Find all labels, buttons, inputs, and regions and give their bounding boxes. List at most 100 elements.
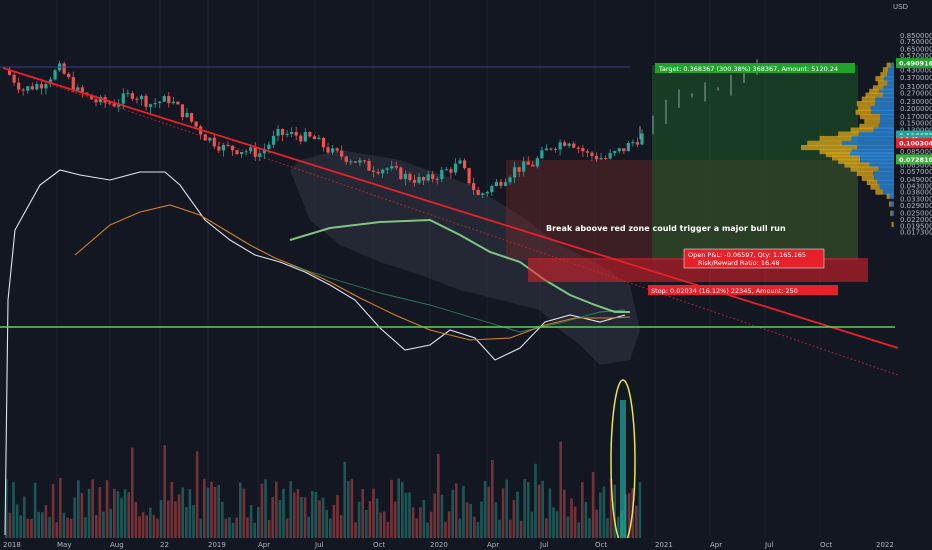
volume-bar — [300, 496, 303, 538]
profile-bar-sell — [844, 162, 870, 168]
candle-body — [599, 157, 603, 160]
candle-body — [321, 137, 326, 148]
price-tick-8: 0.230000 — [900, 98, 932, 106]
time-axis[interactable]: 2018 May Aug 22 2019 Apr Jul Oct 2020 Apr Jul Oct 20… — [3, 541, 894, 549]
price-tick-3: 0.570000 — [900, 52, 932, 60]
candle-body — [381, 169, 385, 174]
profile-bar-sell — [875, 189, 883, 195]
volume-bar — [303, 497, 307, 538]
volume-bar — [62, 512, 66, 538]
candle-body — [472, 183, 476, 190]
candle-body — [499, 181, 503, 186]
volume-bar — [239, 482, 242, 538]
profile-bar-sell — [866, 179, 878, 186]
profile-bar-sell — [850, 166, 879, 172]
volume-bar — [541, 480, 544, 538]
volume-bar — [599, 492, 602, 538]
profile-bar-sell — [858, 105, 871, 111]
time-tick-14: Jul — [764, 541, 774, 549]
profile-bar-buy — [878, 123, 894, 129]
volume-bar — [577, 522, 580, 538]
candle-body — [444, 169, 448, 171]
volume-bar — [174, 501, 177, 538]
profile-bar-buy — [883, 85, 894, 91]
profile-bar-buy — [879, 118, 894, 124]
volume-bar-spike — [620, 400, 626, 538]
time-axis-bg — [0, 538, 932, 550]
candle-body — [80, 87, 84, 93]
profile-bar-sell — [855, 109, 871, 115]
time-tick-2: Aug — [110, 541, 124, 549]
candle-body — [121, 93, 125, 104]
volume-bar — [87, 488, 91, 538]
profile-bar-buy — [880, 113, 894, 120]
candle-body — [285, 133, 289, 136]
candle-body — [98, 97, 103, 103]
volume-bar — [462, 485, 465, 538]
price-tick-14: 0.085000 — [900, 148, 932, 156]
profile-bar-buy — [874, 175, 894, 181]
volume-bar — [285, 518, 289, 538]
volume-profile — [801, 62, 894, 228]
candle-body — [635, 142, 640, 145]
volume-bar — [12, 482, 15, 538]
ma-white — [4, 169, 626, 536]
volume-bar — [458, 518, 462, 538]
volume-bar — [426, 522, 429, 538]
profile-bar-buy — [851, 135, 894, 142]
candle-body — [208, 137, 212, 141]
candle-body — [522, 161, 526, 172]
candle-body — [135, 98, 139, 100]
candle-body — [408, 173, 412, 181]
volume-bar — [116, 491, 120, 538]
volume-bar — [311, 491, 314, 538]
candle-body — [76, 87, 80, 91]
time-tick-11: Oct — [595, 541, 607, 549]
candle-body — [35, 84, 39, 90]
volume-bar — [397, 478, 400, 538]
candle-body — [394, 166, 398, 168]
candle-body — [362, 160, 367, 162]
volume-bar — [365, 509, 368, 538]
volume-bar — [314, 491, 318, 538]
price-tick-7: 0.270000 — [900, 90, 932, 98]
volume-bar — [548, 488, 552, 538]
volume-bar — [318, 500, 321, 538]
profile-bar-sell — [859, 123, 879, 129]
volume-bar — [91, 479, 94, 538]
candle-body — [344, 156, 348, 162]
volume-bars — [5, 400, 642, 538]
volume-bar — [476, 522, 480, 538]
candle-body — [176, 101, 180, 105]
price-tick-9: 0.200000 — [900, 105, 932, 113]
target-profit-zone — [652, 65, 858, 260]
volume-bar — [613, 484, 616, 538]
candle-body — [426, 174, 430, 181]
volume-bar — [293, 492, 296, 538]
candle-body — [44, 83, 48, 89]
volume-bar — [59, 478, 62, 538]
volume-bar — [210, 481, 213, 538]
candle-body — [604, 157, 608, 159]
volume-bar — [102, 511, 105, 538]
candle-body — [417, 177, 421, 183]
moving-averages — [4, 169, 631, 536]
profile-bar-buy — [878, 88, 894, 95]
profile-bar-buy — [870, 109, 894, 115]
candle-body — [89, 94, 94, 100]
volume-bar — [368, 501, 372, 538]
profile-bar-buy — [888, 67, 894, 73]
candle-body — [189, 113, 194, 122]
volume-bar — [559, 441, 562, 538]
candle-body — [513, 167, 517, 178]
price-tick-2: 0.650000 — [900, 45, 932, 53]
profile-bar-sell — [819, 135, 852, 142]
profile-bar-sell — [856, 100, 876, 107]
candle-body — [280, 128, 285, 136]
candle-body — [180, 104, 185, 118]
volume-bar — [141, 512, 145, 538]
time-tick-6: Jul — [314, 541, 324, 549]
profile-bar-sell — [861, 175, 875, 181]
